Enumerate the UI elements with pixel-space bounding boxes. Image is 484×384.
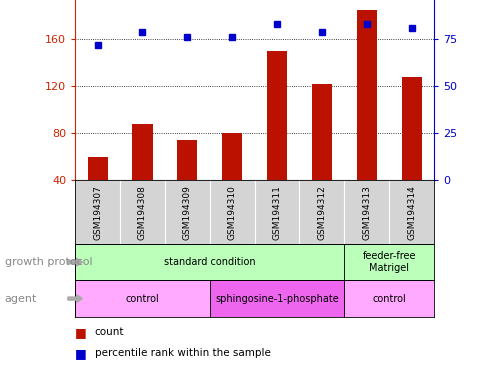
Bar bbox=[222, 134, 242, 180]
Bar bbox=[132, 124, 152, 180]
Text: GSM194311: GSM194311 bbox=[272, 185, 281, 240]
Text: percentile rank within the sample: percentile rank within the sample bbox=[94, 348, 270, 358]
Text: standard condition: standard condition bbox=[164, 257, 255, 267]
Bar bbox=[177, 141, 197, 180]
Text: count: count bbox=[94, 327, 124, 337]
Text: GSM194310: GSM194310 bbox=[227, 185, 236, 240]
Text: GSM194309: GSM194309 bbox=[182, 185, 192, 240]
Bar bbox=[356, 10, 376, 180]
Bar bbox=[75, 244, 344, 280]
Bar bbox=[87, 157, 107, 180]
Text: GSM194307: GSM194307 bbox=[93, 185, 102, 240]
Bar bbox=[311, 84, 332, 180]
Text: ■: ■ bbox=[75, 347, 87, 360]
Text: GSM194314: GSM194314 bbox=[406, 185, 415, 240]
Bar bbox=[344, 280, 433, 317]
Bar bbox=[75, 280, 209, 317]
Bar bbox=[401, 77, 421, 180]
Text: feeder-free
Matrigel: feeder-free Matrigel bbox=[362, 251, 415, 273]
Text: growth protocol: growth protocol bbox=[5, 257, 92, 267]
Text: control: control bbox=[125, 293, 159, 304]
Bar bbox=[209, 280, 344, 317]
Text: sphingosine-1-phosphate: sphingosine-1-phosphate bbox=[215, 293, 338, 304]
Text: GSM194312: GSM194312 bbox=[317, 185, 326, 240]
Text: GSM194308: GSM194308 bbox=[137, 185, 147, 240]
Text: control: control bbox=[372, 293, 405, 304]
Bar bbox=[266, 51, 287, 180]
Bar bbox=[344, 244, 433, 280]
Text: GSM194313: GSM194313 bbox=[362, 185, 371, 240]
Text: agent: agent bbox=[5, 293, 37, 304]
Text: ■: ■ bbox=[75, 326, 87, 339]
